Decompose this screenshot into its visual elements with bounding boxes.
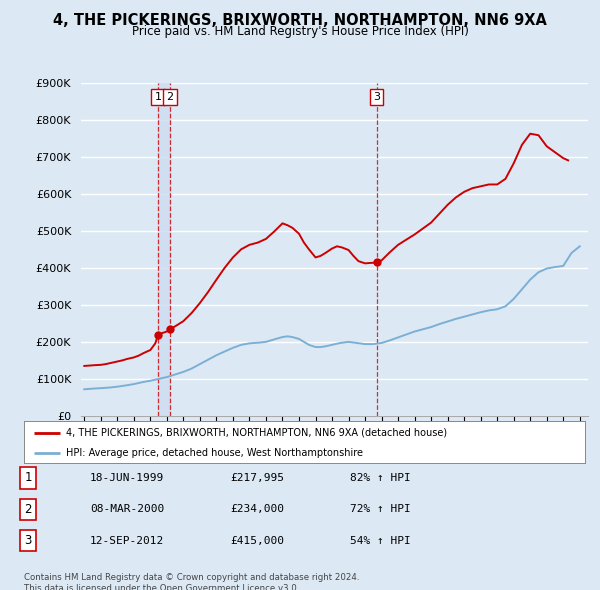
Text: 2: 2 [24, 503, 32, 516]
Text: 08-MAR-2000: 08-MAR-2000 [90, 504, 164, 514]
Text: 54% ↑ HPI: 54% ↑ HPI [350, 536, 411, 546]
Text: 4, THE PICKERINGS, BRIXWORTH, NORTHAMPTON, NN6 9XA: 4, THE PICKERINGS, BRIXWORTH, NORTHAMPTO… [53, 13, 547, 28]
Text: £234,000: £234,000 [230, 504, 284, 514]
Text: 72% ↑ HPI: 72% ↑ HPI [350, 504, 411, 514]
Text: Contains HM Land Registry data © Crown copyright and database right 2024.: Contains HM Land Registry data © Crown c… [24, 573, 359, 582]
Text: 1: 1 [154, 91, 161, 101]
Text: 18-JUN-1999: 18-JUN-1999 [90, 473, 164, 483]
Text: This data is licensed under the Open Government Licence v3.0.: This data is licensed under the Open Gov… [24, 584, 299, 590]
Text: 3: 3 [25, 535, 32, 548]
Text: £415,000: £415,000 [230, 536, 284, 546]
Text: 82% ↑ HPI: 82% ↑ HPI [350, 473, 411, 483]
Text: 1: 1 [24, 471, 32, 484]
Text: 4, THE PICKERINGS, BRIXWORTH, NORTHAMPTON, NN6 9XA (detached house): 4, THE PICKERINGS, BRIXWORTH, NORTHAMPTO… [66, 428, 447, 438]
Bar [158, 83, 170, 416]
Text: £217,995: £217,995 [230, 473, 284, 483]
Text: 12-SEP-2012: 12-SEP-2012 [90, 536, 164, 546]
Text: HPI: Average price, detached house, West Northamptonshire: HPI: Average price, detached house, West… [66, 448, 363, 457]
Text: 2: 2 [166, 91, 173, 101]
Text: Price paid vs. HM Land Registry's House Price Index (HPI): Price paid vs. HM Land Registry's House … [131, 25, 469, 38]
Text: 3: 3 [373, 91, 380, 101]
